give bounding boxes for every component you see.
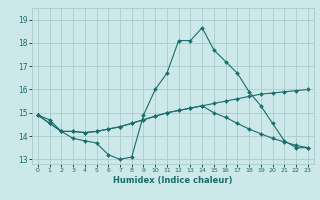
X-axis label: Humidex (Indice chaleur): Humidex (Indice chaleur) — [113, 176, 233, 185]
